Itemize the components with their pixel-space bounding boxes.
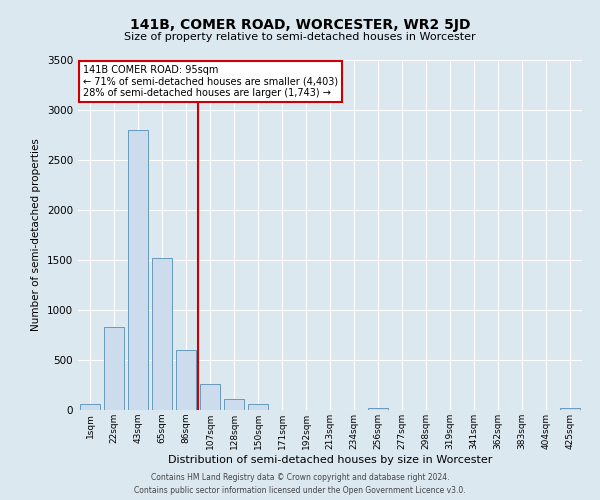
Bar	[128, 130, 148, 410]
Text: Size of property relative to semi-detached houses in Worcester: Size of property relative to semi-detach…	[124, 32, 476, 42]
Text: Contains public sector information licensed under the Open Government Licence v3: Contains public sector information licen…	[134, 486, 466, 495]
Bar	[368, 408, 388, 410]
Bar	[560, 408, 580, 410]
Bar	[200, 384, 220, 410]
Bar	[248, 404, 268, 410]
Text: 141B COMER ROAD: 95sqm
← 71% of semi-detached houses are smaller (4,403)
28% of : 141B COMER ROAD: 95sqm ← 71% of semi-det…	[83, 66, 338, 98]
Text: 141B, COMER ROAD, WORCESTER, WR2 5JD: 141B, COMER ROAD, WORCESTER, WR2 5JD	[130, 18, 470, 32]
Y-axis label: Number of semi-detached properties: Number of semi-detached properties	[31, 138, 41, 332]
Bar	[224, 398, 244, 410]
Bar	[104, 327, 124, 410]
Bar	[176, 350, 196, 410]
Bar	[80, 404, 100, 410]
Text: Contains HM Land Registry data © Crown copyright and database right 2024.: Contains HM Land Registry data © Crown c…	[151, 472, 449, 482]
X-axis label: Distribution of semi-detached houses by size in Worcester: Distribution of semi-detached houses by …	[168, 454, 492, 464]
Bar	[152, 258, 172, 410]
